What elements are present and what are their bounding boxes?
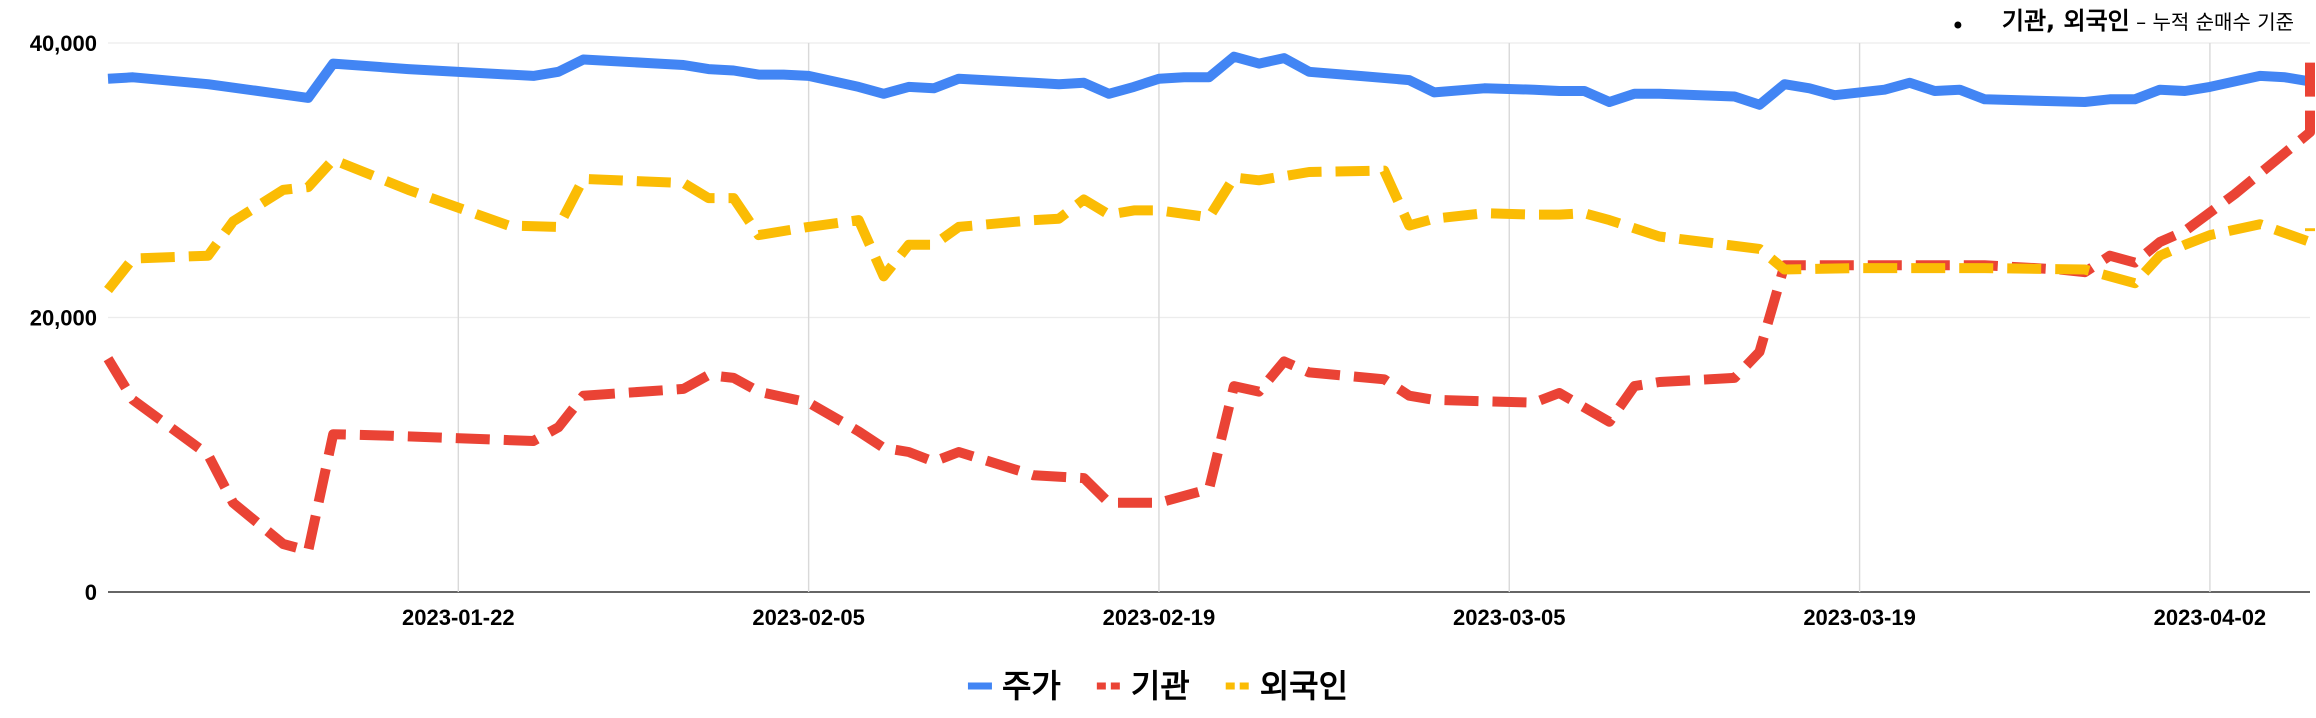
y-axis: 0 20,000 40,000: [30, 31, 97, 605]
annotation-sub: – 누적 순매수 기준: [2130, 10, 2294, 34]
legend: 주가 기관 외국인: [967, 667, 1348, 705]
series-lines: [103, 51, 2315, 556]
gridlines: [108, 42, 2310, 593]
annotation-text: 기관, 외국인 – 누적 순매수 기준: [2002, 7, 2294, 35]
x-tick-label: 2023-03-05: [1453, 605, 1566, 630]
x-tick-label: 2023-02-19: [1103, 605, 1216, 630]
annotation-main: 기관, 외국인: [2002, 7, 2130, 35]
x-tick-label: 2023-02-05: [752, 605, 865, 630]
chart-annotation: 기관, 외국인 – 누적 순매수 기준: [1954, 7, 2294, 35]
x-tick-label: 2023-01-22: [402, 605, 515, 630]
y-tick-label: 40,000: [30, 31, 97, 56]
annotation-bullet: [1954, 21, 1962, 29]
x-tick-label: 2023-04-02: [2154, 605, 2267, 630]
series-line-3: [104, 154, 2315, 294]
x-tick-label: 2023-03-19: [1803, 605, 1916, 630]
y-tick-label: 20,000: [30, 306, 97, 331]
x-axis: 2023-01-22 2023-02-05 2023-02-19 2023-03-05…: [402, 605, 2266, 630]
y-tick-label: 0: [85, 580, 97, 605]
legend-label-3: 외국인: [1260, 667, 1348, 705]
series-line-1: [107, 51, 2315, 110]
legend-label-2: 기관: [1131, 667, 1190, 705]
legend-label-1: 주가: [1002, 667, 1061, 705]
